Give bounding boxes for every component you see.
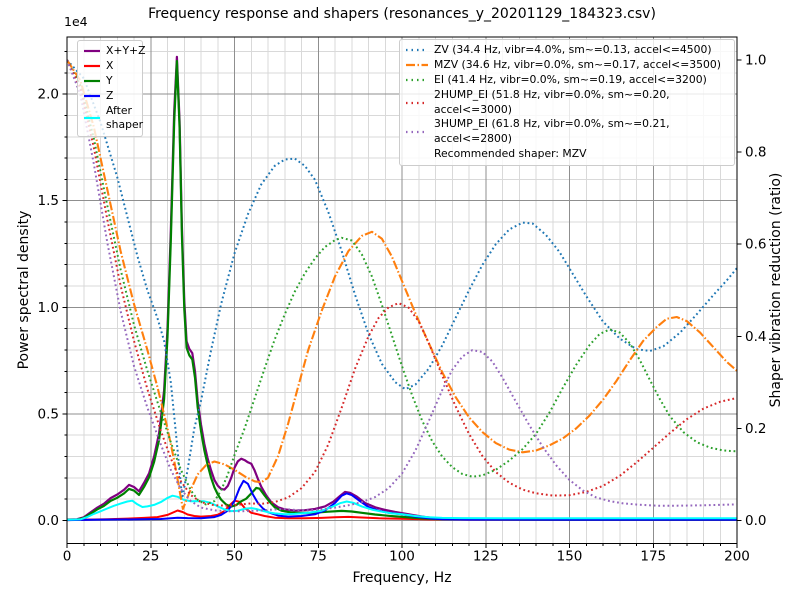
x-tick-label: 200 xyxy=(724,549,750,565)
legend-item-zv: ZV (34.4 Hz, vibr=4.0%, sm~=0.13, accel<… xyxy=(405,43,729,58)
legend-item-z: Z xyxy=(83,89,137,104)
y-left-tick-label: 1.5 xyxy=(38,193,59,209)
legend-label-recommended: Recommended shaper: MZV xyxy=(434,147,587,161)
legend-label-mzv: MZV (34.6 Hz, vibr=0.0%, sm~=0.17, accel… xyxy=(434,57,721,71)
legend-label-zv: ZV (34.4 Hz, vibr=4.0%, sm~=0.13, accel<… xyxy=(434,43,712,56)
y-right-tick-label: 0.6 xyxy=(745,237,766,253)
y-right-tick-label: 1.0 xyxy=(745,53,766,69)
series-line-2hump-ei xyxy=(67,59,737,507)
legend-item-y: Y xyxy=(83,74,137,89)
legend-line-sample-xyz xyxy=(84,50,100,53)
y-right-tick-label: 0.8 xyxy=(745,145,766,161)
legend-label-ei: EI (41.4 Hz, vibr=0.0%, sm~=0.19, accel<… xyxy=(434,72,707,86)
legend-line-sample-3hump-ei xyxy=(406,131,428,134)
legend-label-3hump-ei: 3HUMP_EI (61.8 Hz, vibr=0.0%, sm~=0.21, … xyxy=(434,117,670,146)
x-tick-label: 100 xyxy=(389,549,415,565)
x-tick-label: 150 xyxy=(557,549,583,565)
y-left-tick-label: 2.0 xyxy=(38,87,59,103)
legend-label-2hump-ei: 2HUMP_EI (51.8 Hz, vibr=0.0%, sm~=0.20, … xyxy=(434,87,670,116)
y-right-tick-label: 0.0 xyxy=(745,513,766,529)
y-right-axis-label: Shaper vibration reduction (ratio) xyxy=(768,172,784,408)
x-tick-label: 25 xyxy=(142,549,159,565)
legend-item-recommended: Recommended shaper: MZV xyxy=(405,147,729,162)
legend-label-xyz: X+Y+Z xyxy=(106,44,146,57)
y-left-tick-label: 0.5 xyxy=(38,406,59,422)
y-left-tick-label: 1.0 xyxy=(38,300,59,316)
y-left-axis-label: Power spectral density xyxy=(16,210,32,370)
legend-label-y: Y xyxy=(106,73,113,87)
x-tick-label: 125 xyxy=(473,549,499,565)
legend-psd: X+Y+Z X Y Z After shaper xyxy=(77,40,145,138)
legend-line-sample-zv xyxy=(406,49,428,52)
legend-item-ei: EI (41.4 Hz, vibr=0.0%, sm~=0.19, accel<… xyxy=(405,73,729,88)
y-left-tick-label: 0.0 xyxy=(38,513,59,529)
legend-line-sample-2hump-ei xyxy=(406,101,428,104)
series-line-zv xyxy=(67,59,737,500)
series-line-mzv xyxy=(67,59,737,511)
legend-shapers: ZV (34.4 Hz, vibr=4.0%, sm~=0.13, accel<… xyxy=(399,39,735,167)
x-tick-label: 0 xyxy=(63,549,72,565)
x-tick-label: 50 xyxy=(226,549,243,565)
series-line-y xyxy=(67,60,737,521)
legend-label-after-shaper: After shaper xyxy=(106,103,144,132)
legend-line-sample-after-shaper xyxy=(84,117,100,120)
legend-item-after-shaper: After shaper xyxy=(83,104,143,134)
legend-line-sample-recommended xyxy=(405,150,429,160)
legend-item-x: X xyxy=(83,59,137,74)
legend-item-3hump-ei: 3HUMP_EI (61.8 Hz, vibr=0.0%, sm~=0.21, … xyxy=(405,117,729,147)
y-axis-offset-text: 1e4 xyxy=(64,14,88,29)
legend-item-xyz: X+Y+Z xyxy=(83,44,145,59)
x-axis-label: Frequency, Hz xyxy=(352,570,452,586)
legend-line-sample-y xyxy=(84,80,100,83)
legend-item-2hump-ei: 2HUMP_EI (51.8 Hz, vibr=0.0%, sm~=0.20, … xyxy=(405,88,729,118)
legend-line-sample-ei xyxy=(406,79,428,82)
x-tick-label: 175 xyxy=(640,549,666,565)
legend-label-z: Z xyxy=(106,88,114,102)
legend-item-mzv: MZV (34.6 Hz, vibr=0.0%, sm~=0.17, accel… xyxy=(405,58,729,73)
legend-line-sample-z xyxy=(84,95,100,98)
y-right-tick-label: 0.4 xyxy=(745,329,766,345)
y-right-tick-label: 0.2 xyxy=(745,421,766,437)
series-line-after-shaper xyxy=(67,494,737,521)
chart-title: Frequency response and shapers (resonanc… xyxy=(148,6,656,22)
series-line-x xyxy=(67,499,737,522)
legend-line-sample-mzv xyxy=(406,64,428,67)
x-tick-label: 75 xyxy=(310,549,327,565)
legend-line-sample-x xyxy=(84,65,100,68)
series-group xyxy=(67,55,737,522)
legend-label-x: X xyxy=(106,58,114,72)
series-line-xyz xyxy=(67,55,737,521)
